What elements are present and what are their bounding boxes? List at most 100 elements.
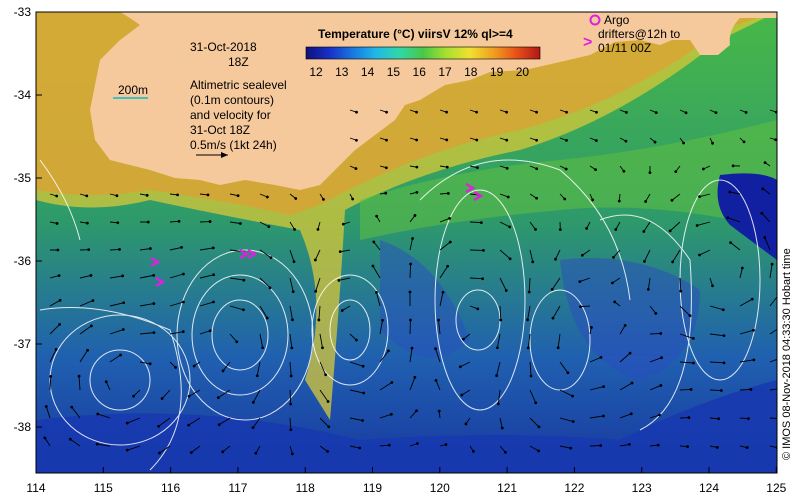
contour-line xyxy=(419,159,631,301)
velocity-arrow-head xyxy=(529,374,533,378)
velocity-arrow xyxy=(319,361,327,375)
velocity-arrow xyxy=(109,354,121,363)
velocity-arrow-head xyxy=(176,193,179,197)
velocity-arrow-head xyxy=(289,428,293,432)
velocity-arrow-head xyxy=(505,166,509,170)
velocity-arrow-head xyxy=(585,227,589,230)
velocity-arrow xyxy=(551,277,561,290)
velocity-arrow-head xyxy=(182,272,185,276)
velocity-arrow xyxy=(727,217,741,223)
info-block: Altimetric sealevel (0.1m contours) and … xyxy=(190,78,287,152)
velocity-arrow-head xyxy=(689,388,693,391)
velocity-arrow xyxy=(559,417,574,422)
velocity-arrow-head xyxy=(251,426,255,430)
velocity-arrow-head xyxy=(89,274,93,277)
velocity-arrow-head xyxy=(49,374,53,378)
velocity-arrow xyxy=(314,249,321,261)
velocity-arrow xyxy=(44,437,51,447)
velocity-arrow-head xyxy=(177,219,181,223)
velocity-arrow-head xyxy=(752,328,755,332)
velocity-arrow xyxy=(612,277,621,284)
velocity-arrow-head xyxy=(91,299,95,302)
velocity-arrow-head xyxy=(122,301,126,305)
velocity-arrow-head xyxy=(187,423,190,427)
velocity-arrow-head xyxy=(682,141,685,145)
velocity-arrow-head xyxy=(594,168,597,172)
velocity-arrow xyxy=(252,417,261,428)
velocity-arrow-head xyxy=(481,277,485,281)
velocity-arrow xyxy=(496,333,501,348)
velocity-arrow xyxy=(349,389,364,394)
y-tick-label: -37 xyxy=(14,337,32,351)
velocity-arrow-head xyxy=(43,436,47,440)
colorbar-ramp xyxy=(305,46,541,60)
velocity-arrow-head xyxy=(434,378,438,382)
velocity-arrow xyxy=(619,382,633,391)
velocity-arrow-head xyxy=(44,405,48,408)
velocity-arrow xyxy=(45,406,51,419)
contour-line xyxy=(211,299,269,371)
velocity-arrow-head xyxy=(499,318,503,322)
time-label: 18Z xyxy=(228,55,249,69)
velocity-arrow-head xyxy=(326,449,329,453)
contour-line xyxy=(39,159,81,241)
velocity-arrow xyxy=(439,292,444,307)
velocity-arrow-head xyxy=(375,291,378,294)
velocity-arrow-head xyxy=(503,450,507,454)
velocity-arrow xyxy=(379,444,390,447)
velocity-arrow xyxy=(528,277,531,293)
velocity-arrow xyxy=(730,242,741,251)
velocity-arrow xyxy=(709,333,724,337)
y-tick-label: -36 xyxy=(14,254,32,268)
velocity-arrow xyxy=(318,305,321,320)
velocity-arrow xyxy=(580,305,591,308)
velocity-arrow xyxy=(613,249,621,258)
velocity-arrow-head xyxy=(722,361,726,365)
velocity-arrow-head xyxy=(152,302,156,305)
x-tick-label: 120 xyxy=(430,481,450,495)
velocity-arrow-head xyxy=(85,194,89,198)
cold-water-patch xyxy=(717,173,777,260)
velocity-arrow xyxy=(619,443,630,447)
velocity-arrow-head xyxy=(375,214,379,218)
velocity-arrow xyxy=(188,417,201,426)
velocity-arrow-head xyxy=(745,446,749,449)
velocity-arrow-head xyxy=(458,365,462,369)
velocity-arrow xyxy=(499,193,509,198)
velocity-arrow-head xyxy=(668,229,672,233)
velocity-arrow xyxy=(49,324,60,335)
velocity-arrow xyxy=(256,361,261,376)
velocity-arrow xyxy=(709,305,724,311)
drifter-markers xyxy=(150,182,484,288)
velocity-arrow-head xyxy=(476,307,480,311)
velocity-arrow-head xyxy=(750,297,754,301)
velocity-arrow-head xyxy=(742,140,746,144)
velocity-arrow xyxy=(761,213,771,223)
velocity-arrow-head xyxy=(728,190,732,194)
velocity-arrow-head xyxy=(125,421,129,425)
velocity-arrow xyxy=(259,277,271,289)
velocity-arrow xyxy=(169,220,180,223)
drifter-marker xyxy=(150,256,161,268)
velocity-arrow-head xyxy=(441,290,445,294)
velocity-arrow xyxy=(589,415,604,419)
velocity-arrow xyxy=(379,320,383,335)
velocity-arrow xyxy=(559,445,571,449)
velocity-arrow-head xyxy=(267,225,271,228)
velocity-arrow-head xyxy=(68,437,72,441)
velocity-arrow-head xyxy=(504,289,508,292)
velocity-arrow xyxy=(289,277,294,292)
velocity-arrow-head xyxy=(602,414,605,418)
velocity-arrow xyxy=(697,221,711,226)
velocity-arrow-head xyxy=(413,375,417,379)
velocity-arrow-head xyxy=(711,141,714,145)
contour-line xyxy=(176,249,314,421)
drifter-marker xyxy=(465,182,476,194)
velocity-arrow-head xyxy=(415,165,419,169)
velocity-arrow xyxy=(499,221,510,228)
velocity-arrow xyxy=(229,221,241,224)
velocity-arrow-head xyxy=(654,111,658,115)
contour-line xyxy=(599,214,692,431)
velocity-arrow-head xyxy=(265,195,269,199)
